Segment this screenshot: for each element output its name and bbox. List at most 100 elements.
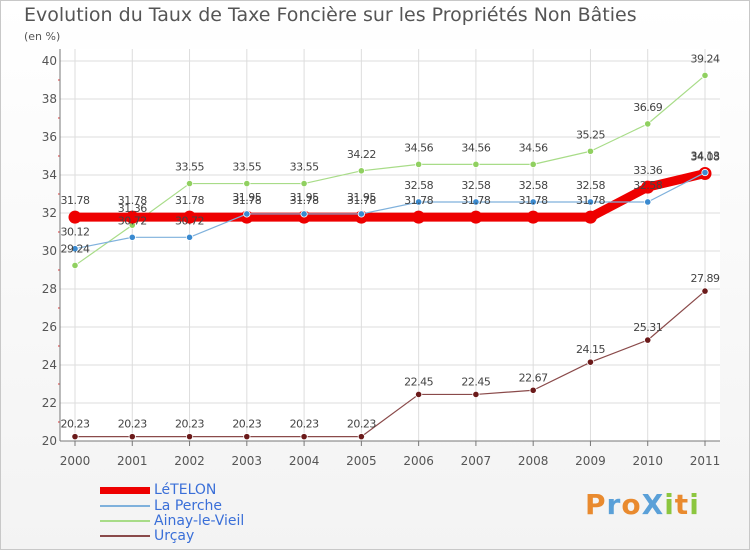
y-tick-label: 26 — [42, 320, 57, 334]
series-point — [415, 160, 423, 168]
data-label: 20.23 — [232, 418, 261, 431]
data-label: 31.95 — [347, 191, 376, 204]
data-label: 31.78 — [61, 194, 90, 207]
legend-label-la-perche: La Perche — [154, 498, 223, 514]
data-label: 31.78 — [290, 194, 319, 207]
x-tick-label: 2006 — [403, 454, 434, 468]
x-tick-label: 2009 — [575, 454, 606, 468]
legend-label-letelon: LéTELON — [154, 482, 217, 498]
series-point — [415, 198, 423, 206]
data-label: 39.24 — [691, 52, 720, 65]
y-tick-label: 34 — [42, 168, 57, 182]
y-tick-label: 32 — [42, 206, 57, 220]
data-label: 29.24 — [61, 242, 90, 255]
data-label: 22.67 — [519, 371, 548, 384]
y-tick-label: 36 — [42, 130, 57, 144]
data-label: 34.22 — [347, 148, 376, 161]
series-point — [300, 179, 308, 188]
series-point — [701, 168, 709, 177]
logo-letter: i — [664, 488, 675, 521]
data-label: 24.15 — [576, 343, 605, 356]
x-tick-label: 2001 — [117, 454, 148, 468]
series-point — [644, 336, 652, 344]
legend-swatch-urcay — [100, 535, 150, 537]
data-label: 32.58 — [404, 179, 433, 192]
data-label: 34.56 — [404, 141, 433, 154]
data-label: 33.36 — [633, 164, 662, 177]
legend-swatch-letelon — [100, 487, 150, 494]
data-label: 36.69 — [633, 101, 662, 114]
series-point — [472, 390, 480, 399]
x-tick-label: 2002 — [174, 454, 205, 468]
data-label: 22.45 — [404, 375, 433, 388]
data-label: 35.25 — [576, 128, 605, 141]
series-point — [472, 198, 480, 206]
series-point — [529, 198, 537, 206]
data-label: 32.58 — [519, 179, 548, 192]
data-label: 32.58 — [633, 179, 662, 192]
y-tick-label: 20 — [42, 434, 57, 448]
series-point — [529, 160, 537, 168]
data-label: 31.78 — [576, 194, 605, 207]
x-tick-label: 2005 — [346, 454, 377, 468]
series-point — [300, 210, 308, 218]
logo-letter: P — [585, 488, 607, 521]
data-label: 20.23 — [118, 418, 147, 431]
data-label: 31.78 — [519, 194, 548, 207]
series-point — [357, 210, 365, 218]
data-label: 31.95 — [232, 191, 261, 204]
data-label: 30.72 — [175, 214, 204, 227]
data-label: 20.23 — [175, 418, 204, 431]
legend-swatch-la-perche — [100, 505, 150, 507]
series-point — [415, 390, 423, 399]
proxiti-logo: ProXiti — [585, 488, 700, 521]
series-point — [469, 210, 483, 224]
y-tick-label: 28 — [42, 282, 57, 296]
series-point — [128, 233, 136, 241]
data-label: 20.23 — [61, 418, 90, 431]
data-label: 22.45 — [461, 375, 490, 388]
legend-swatch-ainay-le-vieil — [100, 520, 150, 522]
data-label: 20.23 — [347, 418, 376, 431]
data-label: 20.23 — [290, 418, 319, 431]
data-label: 31.78 — [175, 194, 204, 207]
data-label: 33.55 — [232, 161, 261, 174]
series-point — [472, 160, 480, 168]
data-label: 33.55 — [290, 161, 319, 174]
series-point — [357, 167, 365, 175]
series-point — [185, 233, 194, 241]
series-point — [185, 179, 194, 188]
data-label: 34.08 — [691, 150, 720, 163]
series-point — [125, 210, 139, 224]
x-tick-label: 2007 — [461, 454, 492, 468]
chart-subtitle: (en %) — [24, 30, 61, 43]
x-tick-label: 2000 — [60, 454, 91, 468]
series-line-2 — [74, 74, 706, 267]
series-point — [71, 245, 79, 253]
series-point — [526, 210, 540, 224]
y-tick-label: 30 — [42, 244, 57, 258]
series-point — [529, 386, 537, 394]
logo-letter: X — [641, 488, 665, 521]
series-point — [243, 433, 251, 441]
series-point — [357, 433, 365, 441]
series-point — [68, 210, 82, 224]
data-label: 31.95 — [290, 191, 319, 204]
x-tick-label: 2003 — [232, 454, 263, 468]
series-point — [71, 433, 79, 441]
x-tick-label: 2010 — [632, 454, 663, 468]
series-line-1 — [74, 171, 706, 250]
data-label: 33.55 — [175, 161, 204, 174]
series-line-0 — [70, 168, 710, 222]
y-tick-label: 24 — [42, 358, 57, 372]
x-tick-label: 2004 — [289, 454, 320, 468]
series-point — [644, 120, 652, 128]
series-point — [586, 358, 595, 366]
x-tick-label: 2008 — [518, 454, 549, 468]
series-point — [183, 210, 197, 224]
series-point — [243, 210, 251, 218]
series-point — [300, 433, 308, 441]
data-label: 31.78 — [232, 194, 261, 207]
data-label: 34.56 — [519, 141, 548, 154]
data-label: 32.58 — [461, 179, 490, 192]
